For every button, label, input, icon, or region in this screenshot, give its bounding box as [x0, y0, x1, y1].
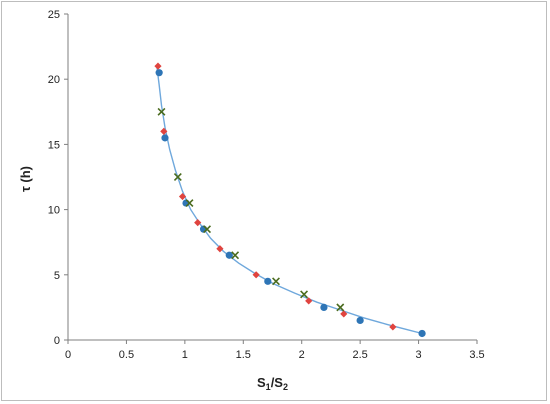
y-tick-label: 0	[54, 335, 60, 347]
data-point-circle	[225, 251, 233, 259]
data-point-diamond	[389, 323, 397, 331]
data-point-circle	[161, 134, 169, 142]
data-point-diamond	[216, 245, 224, 253]
x-tick-label: 1.5	[236, 349, 251, 361]
tick-labels: 0 0.5 1 1.5 2 2.5 3 3.5 0 5 10 15 20 25	[48, 9, 485, 361]
data-point-diamond	[252, 271, 260, 279]
y-tick-label: 10	[48, 205, 60, 217]
data-point-x	[231, 251, 240, 260]
data-point-diamond	[194, 219, 202, 227]
y-tick-label: 15	[48, 139, 60, 151]
ticks	[64, 13, 478, 344]
y-tick-label: 25	[48, 9, 60, 21]
data-point-x	[272, 277, 280, 286]
x-tick-label: 3.5	[469, 349, 484, 361]
x-tick-label: 0	[65, 349, 71, 361]
data-point-x	[173, 173, 182, 181]
x-tick-label: 1	[182, 349, 188, 361]
y-tick-label: 5	[54, 270, 60, 282]
fit-curve	[156, 66, 423, 335]
data-point-circle	[418, 329, 426, 338]
data-point-circle	[356, 316, 364, 325]
data-point-diamond	[154, 62, 162, 70]
y-tick-label: 20	[48, 74, 60, 86]
x-tick-label: 3	[416, 349, 422, 361]
x-tick-label: 2	[299, 349, 305, 361]
x-tick-label: 2.5	[352, 349, 367, 361]
data-point-x	[185, 199, 194, 208]
data-point-circle	[320, 303, 328, 311]
data-point-x	[336, 303, 345, 312]
x-tick-label: 0.5	[119, 349, 134, 361]
x-axis-title: S1/S2	[257, 375, 288, 392]
data-point-circle	[155, 69, 163, 77]
data-markers	[154, 62, 426, 338]
data-point-diamond	[340, 310, 348, 318]
data-point-circle	[264, 277, 272, 285]
data-point-diamond	[160, 127, 168, 135]
axes	[67, 14, 477, 341]
data-point-diamond	[178, 192, 187, 201]
y-axis-title: τ (h)	[18, 166, 33, 192]
data-point-x	[300, 290, 309, 299]
data-point-x	[157, 107, 166, 116]
data-point-diamond	[305, 297, 313, 305]
data-point-x	[203, 225, 212, 234]
